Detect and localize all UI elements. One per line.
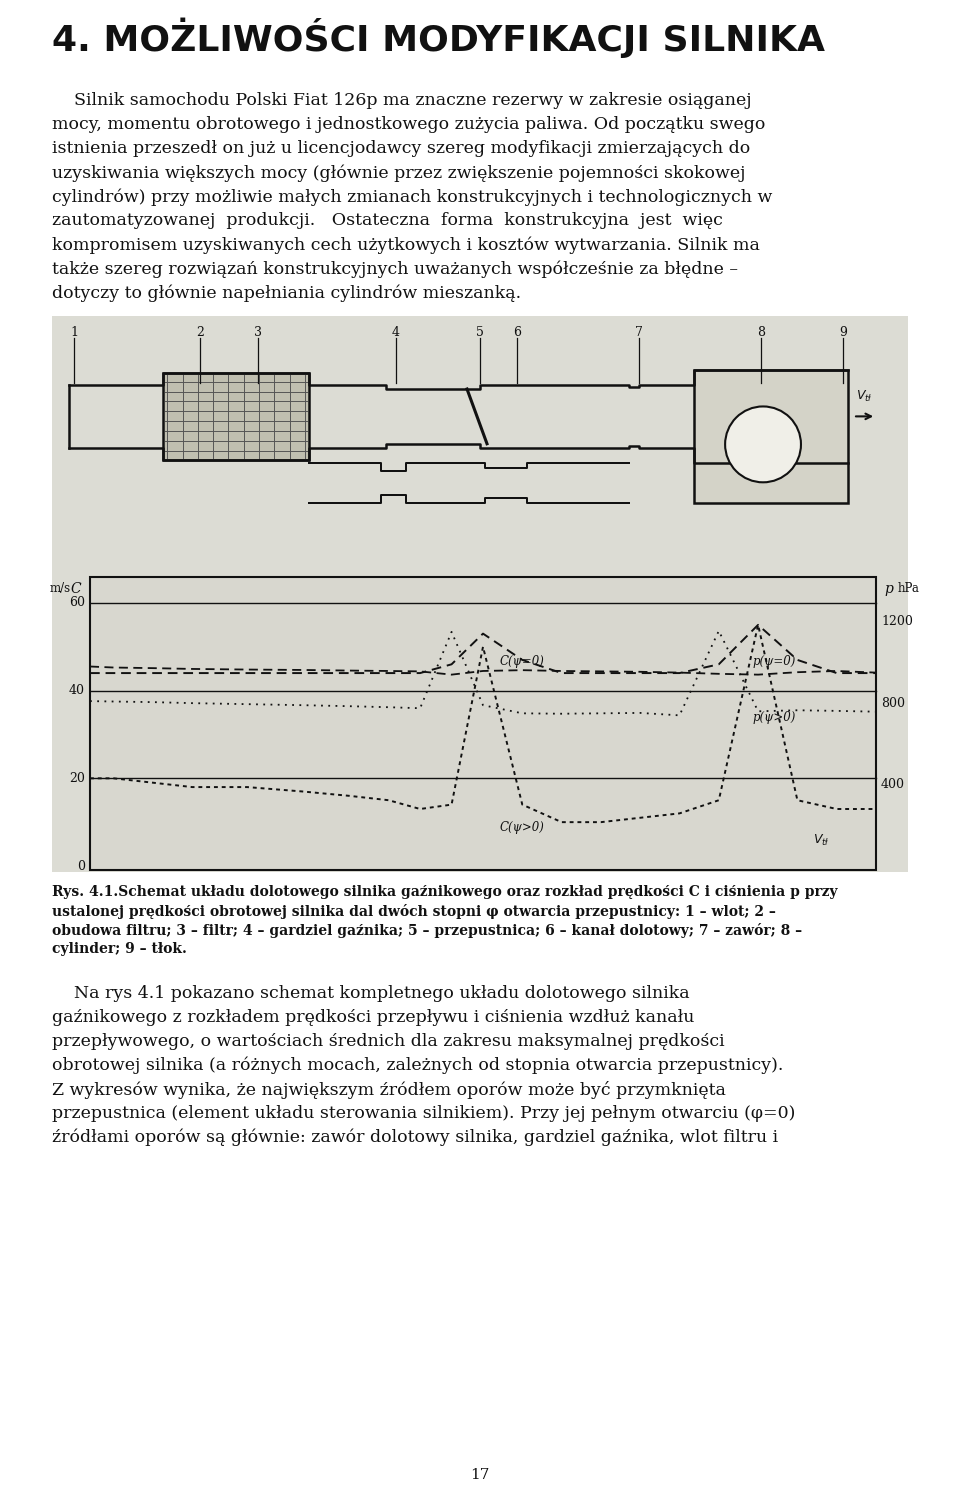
Text: p(ψ=0): p(ψ=0) (752, 655, 796, 669)
Text: $V_{tł}$: $V_{tł}$ (856, 390, 873, 405)
Text: 1200: 1200 (881, 615, 913, 628)
Text: cylinder; 9 – tłok.: cylinder; 9 – tłok. (52, 941, 187, 956)
Text: C(ψ=0): C(ψ=0) (500, 655, 544, 669)
Text: 7: 7 (636, 325, 643, 339)
Text: 17: 17 (470, 1468, 490, 1483)
Text: mocy, momentu obrotowego i jednostkowego zużycia paliwa. Od początku swego: mocy, momentu obrotowego i jednostkowego… (52, 115, 765, 133)
Text: hPa: hPa (898, 582, 920, 595)
Text: 20: 20 (69, 772, 85, 785)
Text: 800: 800 (881, 697, 905, 709)
Text: 8: 8 (757, 325, 765, 339)
Text: gaźnikowego z rozkładem prędkości przepływu i ciśnienia wzdłuż kanału: gaźnikowego z rozkładem prędkości przepł… (52, 1009, 694, 1025)
Bar (694, 370, 848, 502)
Text: obudowa filtru; 3 – filtr; 4 – gardziel gaźnika; 5 – przepustnica; 6 – kanał dol: obudowa filtru; 3 – filtr; 4 – gardziel … (52, 923, 803, 938)
Text: 4: 4 (392, 325, 400, 339)
Text: $V_{tł}$: $V_{tł}$ (812, 833, 829, 848)
Text: zautomatyzowanej  produkcji.   Ostateczna  forma  konstrukcyjna  jest  więc: zautomatyzowanej produkcji. Ostateczna f… (52, 211, 723, 229)
Text: 4. MOŻLIWOŚCI MODYFIKACJI SILNIKA: 4. MOŻLIWOŚCI MODYFIKACJI SILNIKA (52, 18, 825, 58)
Text: p: p (884, 582, 893, 597)
Bar (52, 316, 908, 872)
Text: dotyczy to głównie napełniania cylindrów mieszanką.: dotyczy to głównie napełniania cylindrów… (52, 283, 521, 301)
Text: 9: 9 (839, 325, 847, 339)
Text: 0: 0 (77, 859, 85, 872)
Text: uzyskiwania większych mocy (głównie przez zwiększenie pojemności skokowej: uzyskiwania większych mocy (głównie prze… (52, 163, 746, 181)
Text: ustalonej prędkości obrotowej silnika dal dwóch stopni φ otwarcia przepustnicy: : ustalonej prędkości obrotowej silnika da… (52, 904, 776, 919)
Text: C(ψ>0): C(ψ>0) (500, 820, 544, 833)
Text: 60: 60 (69, 597, 85, 610)
Text: Na rys 4.1 pokazano schemat kompletnego układu dolotowego silnika: Na rys 4.1 pokazano schemat kompletnego … (52, 985, 689, 1001)
Text: obrotowej silnika (a różnych mocach, zależnych od stopnia otwarcia przepustnicy): obrotowej silnika (a różnych mocach, zal… (52, 1057, 783, 1075)
Text: przepustnica (element układu sterowania silnikiem). Przy jej pełnym otwarciu (φ=: przepustnica (element układu sterowania … (52, 1105, 796, 1121)
Text: 3: 3 (253, 325, 262, 339)
Text: Z wykresów wynika, że największym źródłem oporów może być przymknięta: Z wykresów wynika, że największym źródłe… (52, 1081, 726, 1099)
Bar (163, 373, 309, 460)
Text: m/s: m/s (49, 582, 71, 595)
Text: także szereg rozwiązań konstrukcyjnych uważanych współcześnie za błędne –: także szereg rozwiązań konstrukcyjnych u… (52, 259, 738, 277)
Bar (90, 577, 876, 869)
Text: 400: 400 (881, 778, 905, 791)
Text: przepływowego, o wartościach średnich dla zakresu maksymalnej prędkości: przepływowego, o wartościach średnich dl… (52, 1033, 725, 1049)
Text: Silnik samochodu Polski Fiat 126p ma znaczne rezerwy w zakresie osiąganej: Silnik samochodu Polski Fiat 126p ma zna… (52, 91, 752, 109)
Text: 6: 6 (513, 325, 521, 339)
Text: kompromisem uzyskiwanych cech użytkowych i kosztów wytwarzania. Silnik ma: kompromisem uzyskiwanych cech użytkowych… (52, 235, 760, 253)
Text: Rys. 4.1.Schemat układu dolotowego silnika gaźnikowego oraz rozkład prędkości C : Rys. 4.1.Schemat układu dolotowego silni… (52, 884, 838, 899)
Text: C: C (71, 582, 82, 597)
Text: 2: 2 (196, 325, 204, 339)
Text: istnienia przeszedł on już u licencjodawcy szereg modyfikacji zmierzających do: istnienia przeszedł on już u licencjodaw… (52, 139, 751, 157)
Text: 1: 1 (70, 325, 78, 339)
Text: 5: 5 (476, 325, 484, 339)
Text: 40: 40 (69, 684, 85, 697)
Text: p(ψ>0): p(ψ>0) (752, 711, 796, 724)
Text: cylindrów) przy możliwie małych zmianach konstrukcyjnych i technologicznych w: cylindrów) przy możliwie małych zmianach… (52, 187, 773, 205)
Circle shape (725, 406, 801, 483)
Text: źródłami oporów są głównie: zawór dolotowy silnika, gardziel gaźnika, wlot filtr: źródłami oporów są głównie: zawór doloto… (52, 1129, 779, 1147)
